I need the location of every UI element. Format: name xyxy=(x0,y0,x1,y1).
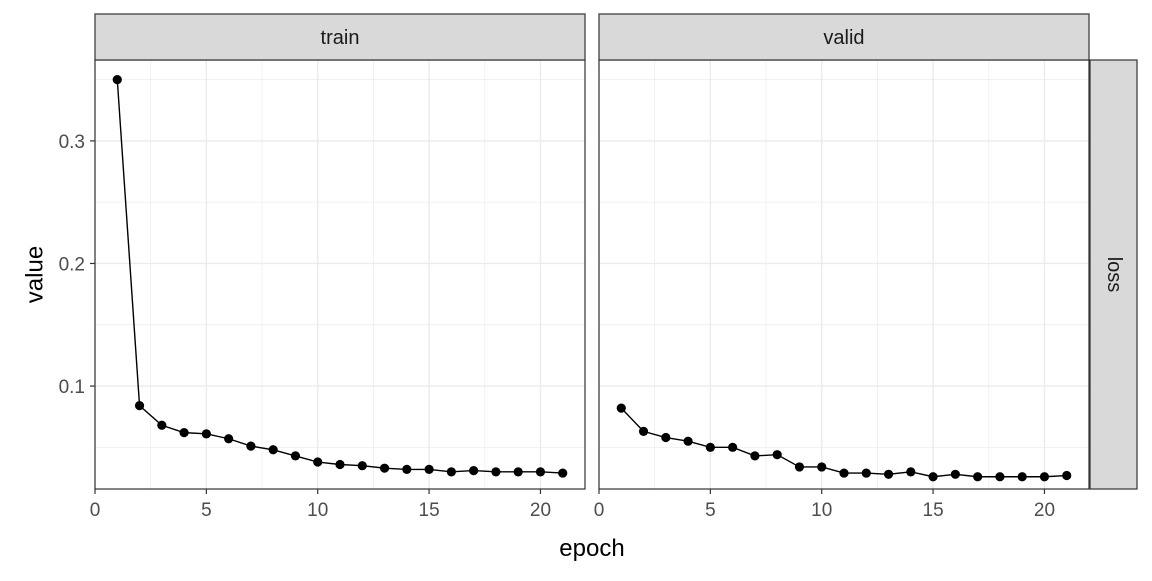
data-point xyxy=(973,472,983,482)
data-point xyxy=(535,467,546,477)
y-tick-label: 0.3 xyxy=(59,132,85,153)
data-point xyxy=(112,75,122,85)
x-tick-label: 15 xyxy=(419,500,440,521)
facet-strips: train valid loss xyxy=(94,13,1138,490)
y-tick-label: 0.1 xyxy=(59,377,85,398)
facet-strip-train xyxy=(94,13,586,61)
data-point xyxy=(491,467,501,477)
data-point xyxy=(839,468,849,478)
data-point xyxy=(513,467,523,477)
data-point xyxy=(558,468,568,478)
data-point xyxy=(1039,472,1050,482)
grid-layer xyxy=(94,60,1089,489)
data-point xyxy=(772,450,782,460)
data-point xyxy=(1062,470,1072,481)
panel-background xyxy=(599,60,1089,489)
x-tick-label: 0 xyxy=(90,500,101,521)
data-point xyxy=(638,426,649,436)
y-tick-label: 0.2 xyxy=(59,254,85,275)
y-axis-title: value xyxy=(21,246,48,303)
row-strip xyxy=(1089,59,1138,490)
data-point xyxy=(224,434,234,444)
data-point xyxy=(446,467,456,477)
data-point xyxy=(661,432,671,443)
data-point xyxy=(817,462,827,472)
data-point xyxy=(883,469,894,479)
x-tick-label: 5 xyxy=(705,500,716,521)
x-tick-label: 10 xyxy=(307,500,328,521)
data-point xyxy=(1017,472,1027,482)
data-point xyxy=(157,420,167,430)
data-point xyxy=(134,401,145,411)
facet-strip-label: valid xyxy=(823,27,864,49)
x-tick-label: 0 xyxy=(594,500,605,521)
x-tick-label: 20 xyxy=(530,500,551,521)
data-point xyxy=(950,469,960,479)
data-point xyxy=(616,403,626,413)
data-point xyxy=(995,472,1005,482)
data-point xyxy=(861,468,871,478)
facet-strip-valid xyxy=(598,13,1090,61)
data-point xyxy=(794,462,805,472)
data-point xyxy=(424,464,434,474)
data-point xyxy=(246,441,256,451)
data-point xyxy=(313,457,323,467)
data-point xyxy=(402,464,412,474)
x-tick-label: 5 xyxy=(201,500,212,521)
data-point xyxy=(290,451,301,461)
x-tick-label: 20 xyxy=(1034,500,1055,521)
data-point xyxy=(705,442,715,452)
x-axis-title: epoch xyxy=(559,535,624,562)
data-point xyxy=(750,451,760,461)
data-point xyxy=(379,463,390,473)
panel-background xyxy=(95,60,585,489)
data-point xyxy=(357,461,367,471)
data-point xyxy=(906,467,916,477)
data-point xyxy=(201,429,211,439)
series-layer xyxy=(112,75,1072,482)
row-strip-label: loss xyxy=(1103,257,1125,293)
data-point xyxy=(335,459,345,470)
data-point xyxy=(268,445,278,455)
data-point xyxy=(928,472,938,482)
x-tick-label: 10 xyxy=(811,500,832,521)
data-point xyxy=(179,428,189,438)
data-point xyxy=(728,442,738,452)
data-point xyxy=(469,466,479,476)
axes-layer: 0 5 10 15 20 0 5 10 15 20 0.1 0.2 0.3 xyxy=(59,132,1055,521)
x-tick-label: 15 xyxy=(923,500,944,521)
data-point xyxy=(683,436,693,446)
facet-strip-label: train xyxy=(321,27,360,49)
